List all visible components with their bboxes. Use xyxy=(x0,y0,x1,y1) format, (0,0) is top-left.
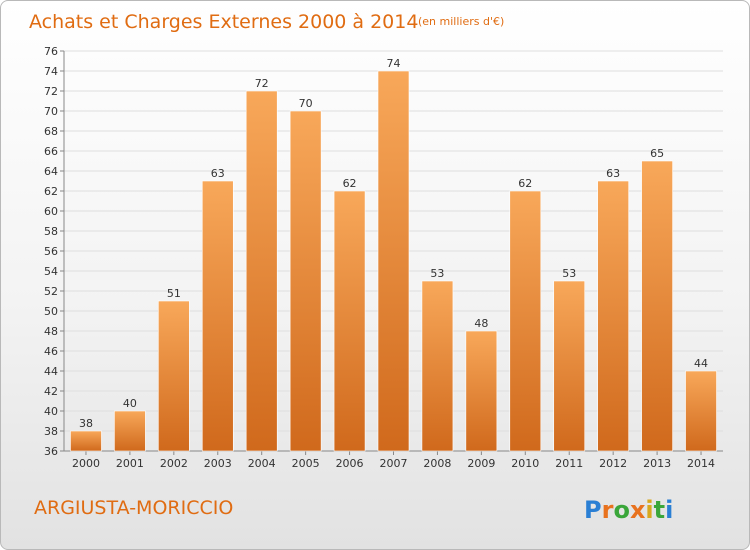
y-tick-label: 52 xyxy=(44,285,58,298)
bar-2012 xyxy=(597,180,629,452)
bar-2007 xyxy=(377,70,410,452)
bar-2003 xyxy=(201,180,234,452)
bar-2013 xyxy=(641,160,673,452)
chart-title: Achats et Charges Externes 2000 à 2014 xyxy=(29,11,418,33)
x-tick-label-2001: 2001 xyxy=(116,457,144,470)
y-tick-label: 62 xyxy=(44,185,58,198)
logo-letter: P xyxy=(584,496,602,524)
data-label-2009: 48 xyxy=(474,317,488,330)
data-labels: 38 40 51 63 72 70 62 74 53 48 62 53 63 65 44 xyxy=(79,57,708,430)
x-tick-label-2011: 2011 xyxy=(555,457,583,470)
y-tick-label: 72 xyxy=(44,85,58,98)
x-tick-label-2003: 2003 xyxy=(204,457,232,470)
bar-2004 xyxy=(245,90,278,452)
logo-letter: o xyxy=(613,496,630,524)
x-tick-label-2005: 2005 xyxy=(292,457,320,470)
bars xyxy=(70,70,717,452)
y-tick-label: 58 xyxy=(44,225,58,238)
data-label-2010: 62 xyxy=(518,177,532,190)
x-tick-label-2009: 2009 xyxy=(467,457,495,470)
logo-letter: i xyxy=(665,496,673,524)
bar-2009 xyxy=(465,330,498,452)
data-label-2006: 62 xyxy=(343,177,357,190)
data-label-2007: 74 xyxy=(387,57,401,70)
y-tick-label: 38 xyxy=(44,425,58,438)
logo-letter: i xyxy=(645,496,653,524)
data-label-2002: 51 xyxy=(167,287,181,300)
y-tick-label: 74 xyxy=(44,65,58,78)
x-tick-label-2014: 2014 xyxy=(687,457,715,470)
proxiti-logo: Proxiti xyxy=(584,496,673,524)
data-label-2004: 72 xyxy=(255,77,269,90)
bar-2002 xyxy=(158,300,190,452)
x-tick-label-2008: 2008 xyxy=(423,457,451,470)
bar-2010 xyxy=(509,190,542,452)
bar-2014 xyxy=(685,370,717,452)
x-tick-label-2006: 2006 xyxy=(336,457,364,470)
data-label-2013: 65 xyxy=(650,147,664,160)
y-tick-label: 64 xyxy=(44,165,58,178)
bar-2000 xyxy=(70,430,102,452)
y-tick-label: 40 xyxy=(44,405,58,418)
y-tick-label: 46 xyxy=(44,345,58,358)
logo-letter: t xyxy=(654,496,665,524)
y-tick-label: 48 xyxy=(44,325,58,338)
data-label-2008: 53 xyxy=(430,267,444,280)
x-tick-label-2013: 2013 xyxy=(643,457,671,470)
data-label-2012: 63 xyxy=(606,167,620,180)
y-tick-label: 70 xyxy=(44,105,58,118)
bar-2008 xyxy=(421,280,454,452)
data-label-2001: 40 xyxy=(123,397,137,410)
logo-letter: x xyxy=(630,496,646,524)
y-tick-label: 44 xyxy=(44,365,58,378)
logo-letter: r xyxy=(602,496,614,524)
y-tick-label: 68 xyxy=(44,125,58,138)
x-tick-label-2004: 2004 xyxy=(248,457,276,470)
y-tick-label: 66 xyxy=(44,145,58,158)
data-label-2000: 38 xyxy=(79,417,93,430)
bar-2001 xyxy=(114,410,146,452)
data-label-2014: 44 xyxy=(694,357,708,370)
bar-2006 xyxy=(333,190,366,452)
y-tick-label: 42 xyxy=(44,385,58,398)
y-tick-label: 54 xyxy=(44,265,58,278)
data-label-2005: 70 xyxy=(299,97,313,110)
data-label-2011: 53 xyxy=(562,267,576,280)
data-label-2003: 63 xyxy=(211,167,225,180)
commune-name: ARGIUSTA-MORICCIO xyxy=(34,497,233,519)
y-tick-label: 60 xyxy=(44,205,58,218)
bar-2011 xyxy=(553,280,586,452)
chart-subtitle: (en milliers d'€) xyxy=(418,15,504,28)
bar-2005 xyxy=(289,110,322,452)
x-tick-label-2012: 2012 xyxy=(599,457,627,470)
axes: 36 38 40 42 44 46 48 50 52 54 56 58 60 62 64 66 68 70 72 74… xyxy=(44,45,723,470)
y-tick-label: 36 xyxy=(44,445,58,458)
x-tick-label-2000: 2000 xyxy=(72,457,100,470)
y-tick-label: 56 xyxy=(44,245,58,258)
x-tick-label-2007: 2007 xyxy=(380,457,408,470)
y-tick-label: 76 xyxy=(44,45,58,58)
x-tick-label-2010: 2010 xyxy=(511,457,539,470)
y-tick-label: 50 xyxy=(44,305,58,318)
x-tick-label-2002: 2002 xyxy=(160,457,188,470)
